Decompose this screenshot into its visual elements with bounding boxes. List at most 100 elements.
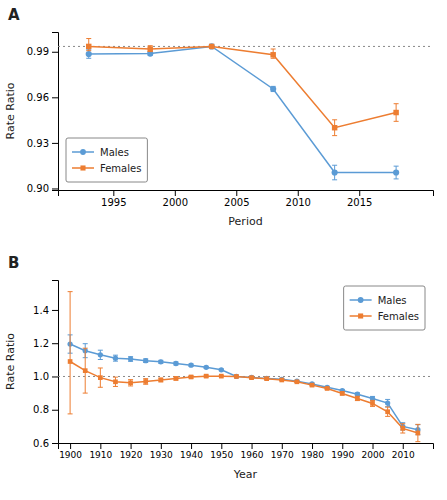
error-bar: [113, 355, 118, 361]
marker: [98, 375, 103, 380]
tick: 1.2: [33, 338, 58, 349]
tick: 1.0: [33, 371, 58, 382]
legend-label: Females: [378, 311, 419, 322]
panel: 199520002005201020150.900.930.960.99Peri…: [4, 6, 434, 228]
tick: 2015: [347, 190, 372, 208]
tick-label: 0.99: [27, 46, 49, 57]
tick-label: 2000: [163, 197, 188, 208]
tick-mark: [373, 443, 374, 449]
x-axis-label: Year: [233, 468, 258, 481]
marker: [270, 52, 275, 57]
marker: [174, 376, 179, 381]
marker: [340, 391, 345, 396]
tick-mark: [282, 443, 283, 449]
marker: [234, 374, 239, 379]
tick-mark: [113, 190, 114, 196]
legend: MalesFemales: [66, 138, 147, 182]
tick-label: 2010: [392, 450, 415, 460]
marker: [158, 378, 163, 383]
error-bar: [113, 377, 118, 386]
tick: 1950: [210, 443, 233, 460]
marker: [325, 385, 330, 390]
series-line: [89, 46, 396, 127]
marker: [416, 431, 421, 436]
marker: [209, 43, 215, 49]
tick-mark: [70, 443, 71, 449]
tick: 0.99: [27, 46, 58, 57]
error-bar: [173, 377, 178, 380]
tick-label: 1.4: [33, 305, 49, 316]
marker: [147, 46, 152, 51]
marker: [98, 352, 103, 357]
marker: [294, 378, 299, 383]
tick: 0.8: [33, 404, 58, 415]
tick: 0.90: [27, 183, 58, 194]
tick-mark: [100, 443, 101, 449]
marker: [158, 359, 163, 364]
marker: [310, 383, 315, 388]
y-axis-label: Rate Ratio: [4, 333, 17, 390]
marker: [113, 379, 118, 384]
marker: [270, 86, 276, 92]
tick-mark: [236, 190, 237, 196]
legend-frame: [66, 138, 147, 182]
legend-frame: [344, 286, 425, 330]
tick-label: 1910: [89, 450, 112, 460]
tick-mark: [52, 410, 58, 411]
error-bar: [332, 165, 337, 180]
tick-mark: [52, 97, 58, 98]
tick-label: 0.96: [27, 92, 49, 103]
chart: 199520002005201020150.900.930.960.99Peri…: [0, 0, 447, 500]
series: [86, 39, 399, 136]
legend-item: Males: [350, 295, 407, 306]
tick: 0.96: [27, 92, 58, 103]
tick: 2010: [286, 190, 311, 208]
axis-line: [59, 444, 434, 450]
tick-label: 1930: [150, 450, 173, 460]
marker: [234, 374, 239, 379]
tick-mark: [52, 310, 58, 311]
error-bar: [128, 357, 133, 362]
tick-label: 0.90: [27, 183, 49, 194]
axis: 0.60.81.01.21.4: [33, 281, 58, 449]
error-bar: [98, 368, 103, 387]
tick: 1930: [150, 443, 173, 460]
error-bar: [98, 350, 103, 359]
axis: 19952000200520102015: [59, 190, 434, 208]
marker: [143, 358, 148, 363]
marker: [385, 400, 390, 405]
marker: [249, 375, 254, 380]
tick-label: 1960: [241, 450, 264, 460]
tick-label: 2015: [347, 197, 372, 208]
tick-mark: [191, 443, 192, 449]
axis-line: [52, 281, 59, 444]
legend-marker: [80, 149, 86, 155]
tick: 1990: [331, 443, 354, 460]
tick: 1900: [59, 443, 82, 460]
error-bar: [86, 39, 91, 51]
marker: [279, 378, 284, 383]
marker: [295, 379, 300, 384]
tick-label: 2000: [362, 450, 385, 460]
tick-mark: [403, 443, 404, 449]
tick-mark: [52, 143, 58, 144]
marker: [173, 361, 178, 366]
marker: [209, 44, 214, 49]
marker: [113, 356, 118, 361]
error-bar: [355, 396, 360, 400]
series: [67, 335, 420, 435]
marker: [264, 376, 269, 381]
tick-label: 1995: [101, 197, 126, 208]
tick-mark: [175, 190, 176, 196]
marker: [393, 110, 398, 115]
marker: [385, 409, 390, 414]
panel-title: B: [8, 254, 19, 272]
error-bar: [68, 292, 73, 414]
tick-mark: [52, 443, 58, 444]
marker: [188, 363, 193, 368]
marker: [325, 386, 330, 391]
error-bar: [370, 400, 375, 406]
legend-item: Males: [72, 147, 129, 158]
legend-marker: [80, 165, 85, 170]
tick-mark: [52, 52, 58, 53]
